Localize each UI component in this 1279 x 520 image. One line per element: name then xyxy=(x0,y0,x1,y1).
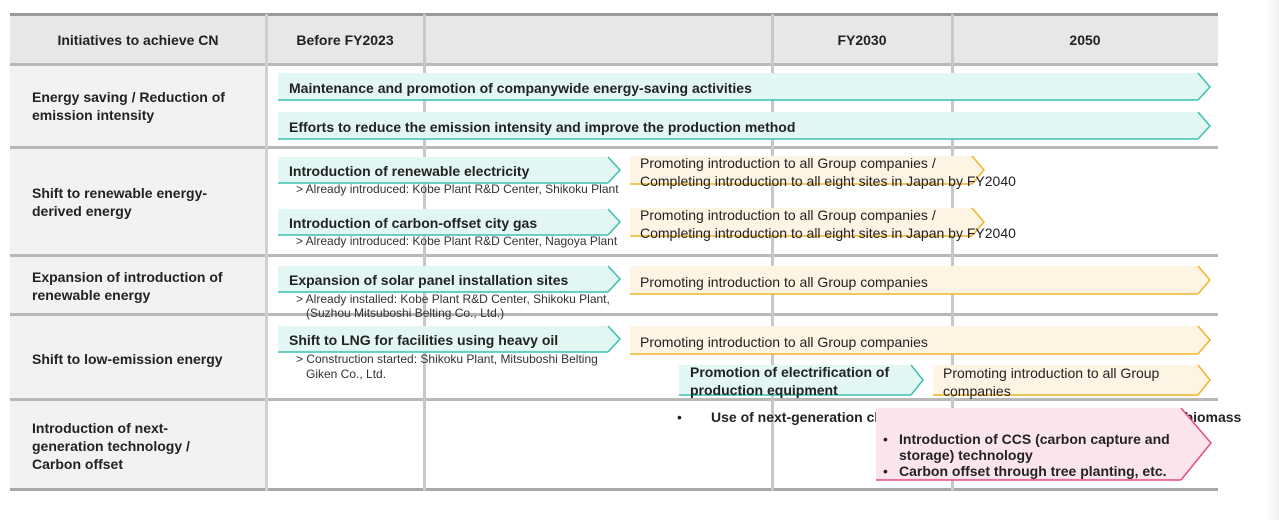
next-lng: Promoting introduction to all Group comp… xyxy=(640,334,928,350)
column-divider xyxy=(423,14,426,491)
bullet-tree-planting: Carbon offset through tree planting, etc… xyxy=(899,463,1167,479)
yellow-arrow xyxy=(630,325,1211,355)
note-carbon-offset-gas: > Already introduced: Kobe Plant R&D Cen… xyxy=(296,234,618,248)
row-label-bg-5 xyxy=(10,401,266,489)
row-label-bg-4 xyxy=(10,316,266,398)
next-renewable-electricity-line1: Promoting introduction to all Group comp… xyxy=(640,155,936,171)
next-electrification-line2: companies xyxy=(943,383,1011,399)
next-renewable-electricity-line2: Completing introduction to all eight sit… xyxy=(640,173,1016,189)
teal-arrow xyxy=(278,111,1212,140)
bar-electrification-line2: production equipment xyxy=(690,382,838,398)
yellow-arrow xyxy=(630,155,985,185)
header-before-fy2023: Before FY2023 xyxy=(296,32,394,48)
note-lng-line1: > Construction started: Shikoku Plant, M… xyxy=(296,352,598,366)
bar-solar-panel: Expansion of solar panel installation si… xyxy=(289,272,569,288)
note-solar-panel-line1: > Already installed: Kobe Plant R&D Cent… xyxy=(296,292,610,306)
bullet-ccs-line2: storage) technology xyxy=(899,447,1033,463)
teal-arrow xyxy=(278,265,622,293)
header-top-border xyxy=(10,13,1218,16)
row-label-low-emission: Shift to low-emission energy xyxy=(32,351,223,367)
column-divider xyxy=(951,14,954,491)
note-renewable-electricity: > Already introduced: Kobe Plant R&D Cen… xyxy=(296,182,619,196)
right-edge-shade xyxy=(1266,0,1279,520)
table-bottom-border xyxy=(10,488,1218,491)
note-solar-panel-line2: (Suzhou Mitsuboshi Belting Co., Ltd.) xyxy=(306,306,505,320)
bar-emission-intensity: Efforts to reduce the emission intensity… xyxy=(289,119,796,135)
note-lng-line2: Giken Co., Ltd. xyxy=(306,367,387,381)
row-label-bg-3 xyxy=(10,257,266,313)
bar-lng-shift: Shift to LNG for facilities using heavy … xyxy=(289,332,559,348)
bullet-marker: • xyxy=(883,431,888,447)
bullet-marker: • xyxy=(883,463,888,479)
header-2050: 2050 xyxy=(1069,32,1101,48)
row-separator xyxy=(10,146,1218,149)
row-label-bg-1 xyxy=(10,66,266,146)
row-separator xyxy=(10,63,1218,66)
yellow-arrow xyxy=(630,265,1211,295)
teal-arrow xyxy=(679,364,924,396)
next-electrification-line1: Promoting introduction to all Group xyxy=(943,365,1160,381)
column-divider xyxy=(265,14,268,491)
teal-arrow xyxy=(278,156,622,184)
bar-renewable-electricity: Introduction of renewable electricity xyxy=(289,163,530,179)
row-separator xyxy=(10,313,1218,316)
next-solar-panel: Promoting introduction to all Group comp… xyxy=(640,274,928,290)
header-initiatives: Initiatives to achieve CN xyxy=(57,32,219,48)
bar-energy-saving-activities: Maintenance and promotion of companywide… xyxy=(289,80,752,96)
bullet-marker: • xyxy=(677,409,682,425)
bar-electrification-line1: Promotion of electrification of xyxy=(690,364,890,380)
teal-arrow xyxy=(278,325,622,353)
pink-arrow xyxy=(876,407,1212,481)
row-label-renewable-expansion: Expansion of introduction of renewable e… xyxy=(32,269,223,303)
column-divider xyxy=(771,14,774,491)
teal-arrow xyxy=(278,72,1212,101)
table-header xyxy=(10,14,1218,64)
row-label-renewable-derived: Shift to renewable energy-derived energy xyxy=(32,185,208,219)
yellow-arrow xyxy=(630,207,985,237)
teal-arrow xyxy=(278,208,622,236)
yellow-arrow xyxy=(933,364,1211,396)
row-separator xyxy=(10,254,1218,257)
row-label-energy-saving: Energy saving / Reduction of emission in… xyxy=(32,89,225,123)
bullet-ccs-line1: Introduction of CCS (carbon capture and xyxy=(899,431,1170,447)
row-label-bg-2 xyxy=(10,149,266,254)
row-label-next-gen: Introduction of next-generation technolo… xyxy=(32,420,190,472)
next-carbon-offset-gas-line2: Completing introduction to all eight sit… xyxy=(640,225,1016,241)
next-carbon-offset-gas-line1: Promoting introduction to all Group comp… xyxy=(640,207,936,223)
bar-carbon-offset-gas: Introduction of carbon-offset city gas xyxy=(289,215,538,231)
row-separator xyxy=(10,398,1218,401)
header-fy2030: FY2030 xyxy=(837,32,887,48)
